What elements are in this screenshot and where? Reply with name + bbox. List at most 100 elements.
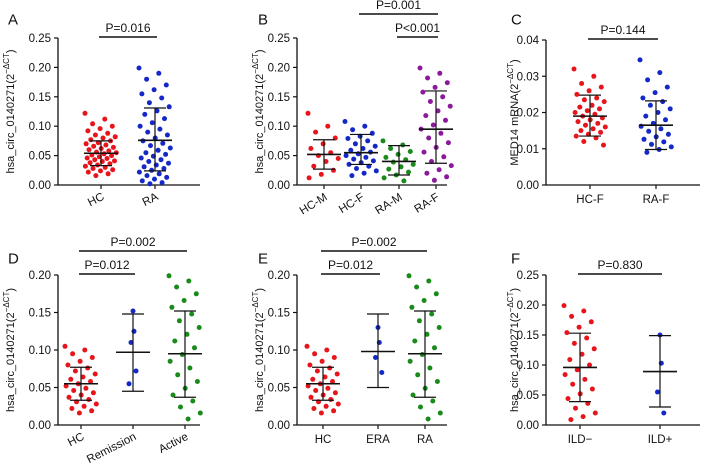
- data-point: [72, 368, 78, 374]
- panel-B: B 0.00 0.05 0.10 0.15 0.20 0.25hsa_circ_014027…: [251, 0, 454, 217]
- data-point: [189, 311, 195, 317]
- y-tick-label: 0.10: [517, 360, 539, 372]
- data-point: [166, 160, 171, 166]
- y-tick-label: 0.10: [268, 345, 290, 357]
- data-point: [196, 325, 202, 330]
- data-point: [580, 414, 586, 420]
- data-point: [372, 143, 378, 149]
- data-point: [423, 113, 429, 119]
- data-point: [131, 328, 137, 334]
- data-point: [133, 368, 139, 374]
- data-point: [438, 130, 444, 136]
- y-tick-label: 0.00: [268, 180, 290, 192]
- data-point: [332, 390, 338, 396]
- data-point: [92, 371, 98, 377]
- x-category-label: Remission: [85, 431, 138, 465]
- data-point: [313, 129, 319, 135]
- y-tick-label: 0.05: [268, 383, 290, 395]
- data-point: [573, 133, 579, 139]
- data-point: [63, 383, 69, 389]
- data-point: [598, 84, 604, 90]
- data-point: [156, 70, 162, 76]
- data-point: [406, 273, 412, 279]
- data-point: [430, 122, 436, 128]
- data-point: [70, 351, 76, 357]
- data-point: [65, 362, 71, 368]
- data-point: [406, 169, 411, 175]
- data-point: [325, 385, 331, 391]
- y-axis-label-C: MED14 mRNA(2−ΔCT): [506, 59, 521, 165]
- data-point: [661, 139, 667, 145]
- data-point: [82, 163, 88, 169]
- data-point: [142, 111, 148, 117]
- y-tick-label: 0.20: [29, 62, 51, 74]
- data-point: [661, 410, 667, 416]
- data-point: [416, 318, 422, 324]
- data-point: [588, 319, 594, 325]
- data-point: [162, 116, 167, 122]
- data-point: [562, 372, 568, 378]
- data-point: [343, 153, 349, 159]
- data-point: [93, 173, 99, 179]
- y-tick-label: 0.05: [268, 151, 290, 163]
- y-tick-label: 0.15: [268, 92, 290, 104]
- data-point: [164, 132, 170, 138]
- data-point: [110, 144, 116, 150]
- data-point: [85, 365, 91, 371]
- data-point: [146, 159, 152, 164]
- x-category-label: HC: [66, 431, 86, 449]
- data-point: [139, 178, 145, 184]
- data-point: [166, 273, 172, 279]
- data-point: [306, 175, 312, 181]
- data-point: [598, 129, 604, 135]
- y-tick-label: 0.20: [29, 270, 51, 282]
- data-point: [92, 157, 98, 163]
- data-point: [174, 284, 180, 290]
- data-point: [190, 398, 196, 404]
- data-point: [426, 278, 432, 284]
- data-point: [159, 95, 165, 101]
- data-point: [425, 75, 431, 81]
- data-point: [185, 416, 191, 422]
- p-value-label: P=0.830: [597, 258, 642, 272]
- data-point: [443, 117, 448, 123]
- data-point: [657, 70, 663, 76]
- data-point: [175, 372, 181, 378]
- data-point: [77, 358, 83, 364]
- data-point: [166, 104, 172, 110]
- data-point: [172, 338, 178, 344]
- data-point: [421, 298, 427, 303]
- series-RA-F: [417, 65, 454, 183]
- data-point: [106, 148, 112, 154]
- data-point: [141, 164, 147, 170]
- y-tick-label: 0.02: [517, 108, 539, 120]
- data-point: [572, 110, 578, 115]
- x-category-label: HC-F: [337, 191, 367, 216]
- data-point: [380, 138, 386, 144]
- data-point: [130, 308, 136, 314]
- y-tick-label: 0.15: [268, 308, 290, 320]
- data-point: [89, 408, 95, 414]
- data-point: [154, 108, 160, 114]
- data-point: [427, 99, 433, 104]
- data-point: [655, 389, 660, 395]
- data-point: [76, 410, 82, 416]
- y-axis-label-E: hsa_circ_0140271(2−ΔCT): [251, 288, 266, 412]
- data-point: [591, 73, 597, 79]
- data-point: [581, 308, 587, 314]
- data-point: [652, 90, 658, 96]
- data-point: [363, 154, 369, 160]
- data-point: [97, 126, 103, 132]
- y-tick-label: 0.01: [517, 144, 539, 156]
- data-point: [373, 355, 378, 360]
- data-point: [186, 278, 192, 284]
- x-category-label: RA-M: [373, 191, 404, 217]
- data-point: [194, 379, 200, 384]
- data-point: [365, 138, 371, 144]
- data-point: [176, 318, 182, 324]
- x-category-label: RA-F: [643, 194, 670, 206]
- data-point: [71, 388, 77, 393]
- data-point: [401, 178, 407, 184]
- y-tick-label: 0.10: [29, 121, 51, 133]
- p-value-label: P=0.002: [351, 235, 396, 249]
